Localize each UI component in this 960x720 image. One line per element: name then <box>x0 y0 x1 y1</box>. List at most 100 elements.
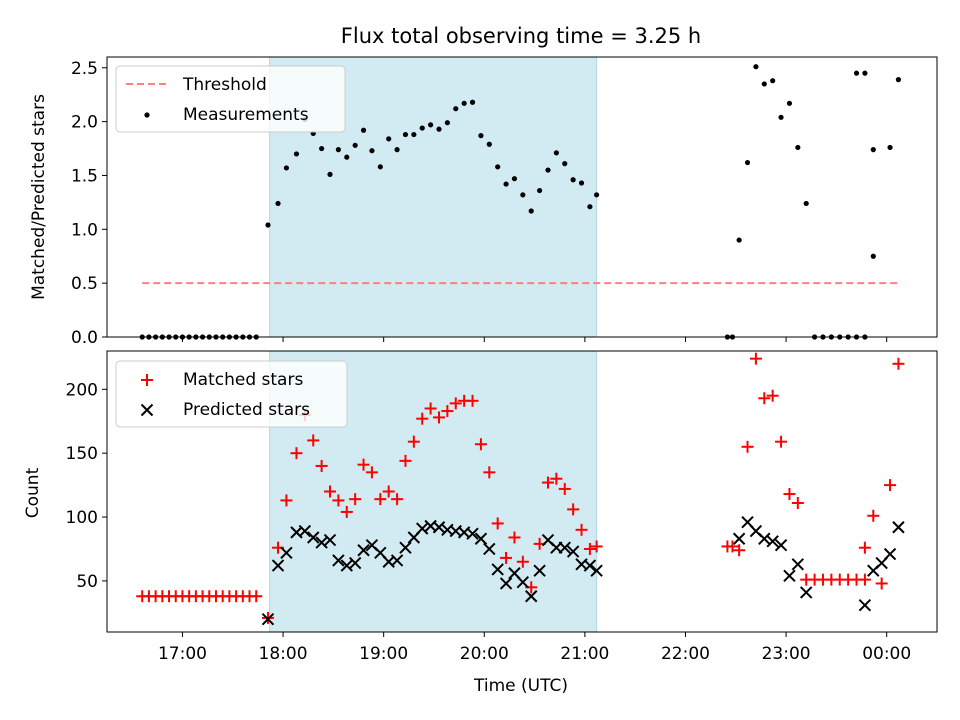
cross-b <box>583 559 597 572</box>
predicted-point <box>399 541 412 554</box>
predicted-point <box>315 536 328 549</box>
measurement-point <box>870 253 876 259</box>
measurement-point <box>786 100 793 106</box>
top-panel: 0.0 0.5 1.0 1.5 2.0 2.5 Matched/Predicted sta… <box>29 56 938 348</box>
predicted-point <box>732 532 746 545</box>
legend-predicted-label: Predicted stars <box>183 400 310 420</box>
predicted-point <box>516 575 530 589</box>
measurement-point <box>562 161 568 167</box>
matched-point <box>858 573 871 586</box>
cross-b <box>298 524 312 538</box>
matched-point <box>775 435 788 448</box>
cross-b <box>566 545 580 558</box>
legend-matched-swatch <box>141 374 153 386</box>
cross-b <box>499 577 513 590</box>
legend-measurements-swatch <box>144 112 150 118</box>
predicted-point <box>348 556 362 570</box>
bottom-legend: Matched stars Predicted stars <box>115 360 348 428</box>
top-x-ticks <box>181 337 888 342</box>
bottom-x-tick-label: 20:00 <box>460 644 509 664</box>
matched-point <box>783 488 796 501</box>
matched-point <box>867 509 880 522</box>
matched-point <box>433 411 445 424</box>
matched-point <box>758 392 771 405</box>
matched-point <box>374 493 387 506</box>
matched-point <box>741 440 754 453</box>
measurement-point <box>327 171 333 177</box>
measurement-point <box>520 192 526 198</box>
measurement-point <box>402 131 409 138</box>
matched-point <box>441 405 454 418</box>
matched-point <box>875 577 888 590</box>
matched-point <box>250 590 263 603</box>
bottom-x-tick-label: 18:00 <box>259 644 308 664</box>
matched-point <box>449 397 462 410</box>
top-y-tick-label: 1.5 <box>71 166 98 186</box>
measurement-point <box>537 187 543 194</box>
predicted-point <box>261 613 275 626</box>
predicted-point <box>583 559 597 572</box>
matched-point <box>483 466 496 479</box>
measurement-point <box>795 144 801 151</box>
predicted-point <box>357 544 370 557</box>
legend-threshold-label: Threshold <box>182 75 267 95</box>
cross-b <box>508 567 521 580</box>
cross-b <box>791 558 805 571</box>
predicted-point <box>858 598 872 612</box>
matched-point <box>332 494 345 507</box>
matched-point <box>508 531 521 544</box>
cross-b <box>525 590 538 603</box>
predicted-point <box>323 533 337 547</box>
top-axes-frame <box>106 56 938 338</box>
top-y-tick-label: 2.0 <box>71 113 98 133</box>
measurement-point <box>770 78 776 84</box>
cross-b <box>766 535 779 548</box>
measurement-point <box>578 180 585 186</box>
measurement-point <box>736 237 742 243</box>
predicted-point <box>390 554 404 567</box>
top-y-tick-label: 0.5 <box>71 274 98 294</box>
measurement-point <box>570 177 576 183</box>
top-plot-marks <box>139 64 902 340</box>
matched-point <box>892 357 905 370</box>
matched-point <box>382 485 395 498</box>
bottom-y-tick-label: 200 <box>66 380 98 400</box>
measurement-point <box>394 147 400 153</box>
measurement-point <box>528 208 534 214</box>
cross-b <box>315 536 328 549</box>
matched-point <box>416 412 429 425</box>
cross-b <box>783 569 796 583</box>
predicted-point <box>298 524 312 538</box>
matched-point <box>550 472 563 485</box>
predicted-point <box>491 563 504 576</box>
bottom-x-axis: 17:00 18:00 19:00 20:00 21:00 22:00 23:00 00:00 <box>158 632 911 664</box>
predicted-point <box>766 535 779 548</box>
matched-point <box>583 542 596 555</box>
top-y-tick-label: 1.0 <box>71 220 98 240</box>
top-y-tick-label: 2.5 <box>71 59 98 79</box>
bottom-x-tick-label: 00:00 <box>862 644 911 664</box>
measurement-point <box>344 154 350 160</box>
chart-title: Flux total observing time = 3.25 h <box>341 24 701 48</box>
legend-matched-marker <box>141 374 153 386</box>
bottom-x-tick-label: 17:00 <box>158 644 207 664</box>
matched-point <box>558 482 571 495</box>
cross-b <box>474 532 488 545</box>
measurement-point <box>587 204 593 210</box>
measurement-point <box>428 122 434 128</box>
matched-point <box>349 493 362 506</box>
cross-b <box>533 564 546 577</box>
predicted-point <box>558 541 571 554</box>
measurement-point <box>486 141 492 147</box>
cross-b <box>399 541 412 554</box>
cross-b <box>749 524 763 538</box>
measurement-point <box>862 70 868 76</box>
matched-point <box>567 503 580 516</box>
cross-b <box>416 522 429 535</box>
matched-point <box>280 494 293 507</box>
predicted-point <box>307 531 320 544</box>
legend-matched-label: Matched stars <box>183 370 303 390</box>
predicted-point <box>783 569 796 583</box>
cross-b <box>140 403 154 417</box>
matched-point <box>290 447 303 460</box>
